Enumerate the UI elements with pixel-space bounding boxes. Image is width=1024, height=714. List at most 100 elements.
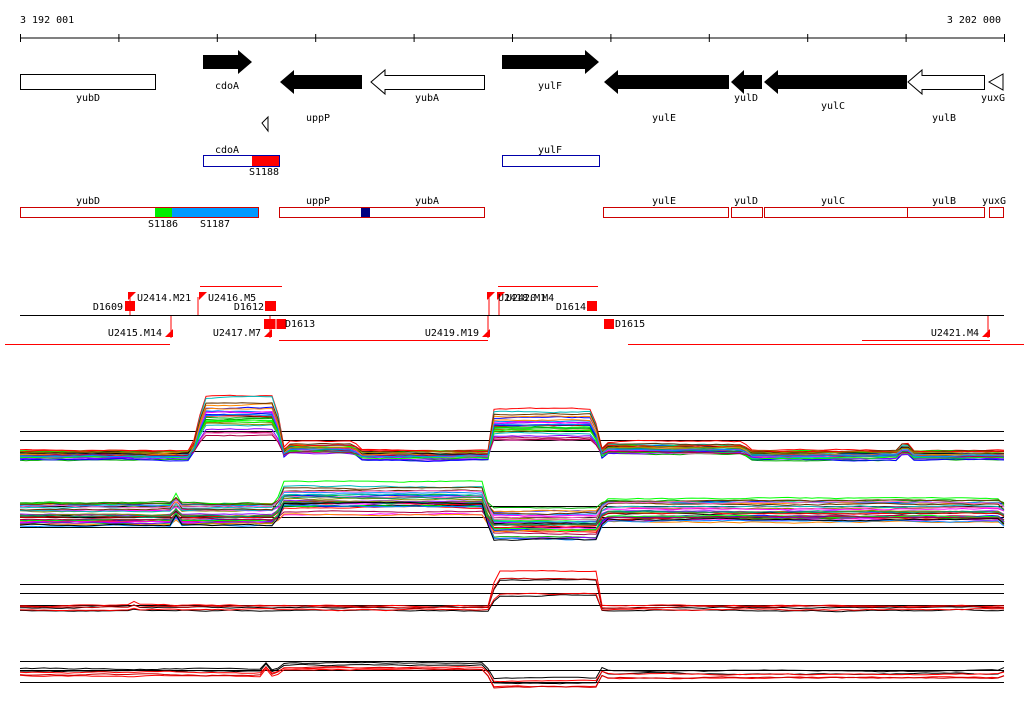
segment-box-yulB[interactable] xyxy=(907,207,985,218)
feature-U2416-M5[interactable] xyxy=(199,292,207,300)
expression-trace xyxy=(19,661,1005,680)
box-label: yulB xyxy=(932,196,956,207)
expression-trace xyxy=(19,501,1005,539)
box-label: yubD xyxy=(76,196,100,207)
segment-box-yulC[interactable] xyxy=(764,207,908,218)
segment-S1187[interactable] xyxy=(172,208,258,217)
segment-box-yubD[interactable] xyxy=(20,207,259,218)
expression-panels xyxy=(19,394,1005,689)
segment-S1188[interactable] xyxy=(252,156,279,166)
ruler-start-label: 3 192 001 xyxy=(20,15,74,26)
gene-yuxG[interactable]: yuxG xyxy=(981,73,1005,104)
gene-label: cdoA xyxy=(215,81,239,92)
upper-segment-track: cdoA S1188 yulF xyxy=(203,145,600,178)
expression-trace xyxy=(20,489,1005,516)
gene-label: yulF xyxy=(538,81,562,92)
segment-box-yulF[interactable] xyxy=(502,155,600,167)
expression-trace xyxy=(19,577,1005,609)
feature-U2415-M14[interactable] xyxy=(165,329,173,337)
feature-label: U2414.M21 xyxy=(137,293,191,304)
feature-U2419-M19[interactable] xyxy=(482,329,490,337)
feature-label: U2415.M14 xyxy=(108,328,162,339)
box-label: cdoA xyxy=(215,145,239,156)
gene-track: yubD cdoA uppP yubA yulF yulE yulD xyxy=(20,50,1005,133)
expression-panel-4 xyxy=(19,661,1005,689)
expression-trace xyxy=(19,504,1005,541)
expression-trace xyxy=(19,489,1005,519)
box-label: yulF xyxy=(538,145,562,156)
feature-label: U2421.M4 xyxy=(931,328,979,339)
expression-trace xyxy=(19,501,1005,529)
segment-marker[interactable] xyxy=(361,208,370,217)
segment-box-uppP-yubA[interactable] xyxy=(279,207,485,218)
gene-label: yulC xyxy=(821,101,845,112)
feature-D1613[interactable] xyxy=(264,319,286,329)
expression-trace xyxy=(19,666,1005,683)
segment-S1186[interactable] xyxy=(155,208,172,217)
gene-yulC[interactable]: yulC xyxy=(764,70,907,112)
gene-yulB[interactable]: yulB xyxy=(907,68,985,124)
feature-U2421-M4[interactable] xyxy=(982,329,990,337)
expression-trace xyxy=(19,501,1005,541)
segment-box-cdoA[interactable] xyxy=(203,155,280,167)
expression-trace xyxy=(20,569,1005,608)
box-label: yulD xyxy=(734,196,758,207)
feature-U2420-M4[interactable] xyxy=(497,292,505,300)
gene-label: yulD xyxy=(734,93,758,104)
gene-yubA[interactable]: yubA xyxy=(370,68,485,104)
expression-panel-3 xyxy=(19,569,1005,613)
box-label: yulC xyxy=(821,196,845,207)
segment-box-yulD[interactable] xyxy=(731,207,763,218)
segment-box-yulE[interactable] xyxy=(603,207,729,218)
gene-label: yulB xyxy=(932,113,956,124)
gene-uppP[interactable]: uppP xyxy=(280,70,362,124)
feature-label: D1613 xyxy=(285,319,315,330)
expression-trace xyxy=(19,422,1005,454)
feature-D1614[interactable] xyxy=(587,301,597,311)
feature-D1609[interactable] xyxy=(125,301,135,311)
expression-trace xyxy=(19,501,1005,517)
expression-trace xyxy=(19,413,1005,458)
ruler-end-label: 3 202 000 xyxy=(947,15,1001,26)
box-label: yulE xyxy=(652,196,676,207)
expression-trace xyxy=(19,592,1005,612)
gene-label: yubA xyxy=(415,93,439,104)
feature-label: U2417.M7 xyxy=(213,328,261,339)
gene-cdoA[interactable]: cdoA xyxy=(203,50,269,133)
segment-label: S1186 xyxy=(148,219,178,230)
gene-label: uppP xyxy=(306,113,330,124)
expression-panel-2 xyxy=(19,480,1005,541)
feature-label: U2418.M1 xyxy=(498,293,546,304)
lower-segment-track: yubD S1186 S1187 uppP yubA yulE yulD yul… xyxy=(20,196,1006,230)
segment-label: S1187 xyxy=(200,219,230,230)
feature-U2418-M1[interactable] xyxy=(487,292,495,300)
feature-label: U2416.M5 xyxy=(208,293,256,304)
box-label: yuxG xyxy=(982,196,1006,207)
feature-D1615[interactable] xyxy=(604,319,614,329)
expression-panel-1 xyxy=(19,394,1005,463)
gene-yubD[interactable]: yubD xyxy=(20,74,156,105)
feature-U2417-M7[interactable] xyxy=(264,329,272,337)
box-label: uppP xyxy=(306,196,330,207)
segment-label: S1188 xyxy=(249,167,279,178)
feature-label: U2420.M4 xyxy=(506,293,554,304)
feature-label: D1612 xyxy=(234,302,264,313)
segment-box-yuxG[interactable] xyxy=(989,207,1004,218)
expression-trace xyxy=(19,501,1005,526)
gene-yulE[interactable]: yulE xyxy=(604,70,729,124)
expression-trace xyxy=(19,419,1005,460)
feature-label: D1615 xyxy=(615,319,645,330)
gene-yulD[interactable]: yulD xyxy=(731,70,762,104)
feature-track: D1609 U2414.M21 U2416.M5 D1612 D1613 U24… xyxy=(5,286,1024,345)
gene-label: yubD xyxy=(76,93,100,104)
coordinate-ruler: 3 192 001 3 202 000 xyxy=(20,15,1005,42)
gene-yulF[interactable]: yulF xyxy=(502,50,599,92)
expression-trace xyxy=(19,493,1005,523)
feature-label: D1614 xyxy=(556,302,586,313)
expression-trace xyxy=(19,412,1005,463)
feature-D1612[interactable] xyxy=(265,301,276,311)
box-label: yubA xyxy=(415,196,439,207)
expression-trace xyxy=(19,667,1005,688)
feature-U2414-M21[interactable] xyxy=(128,292,136,300)
feature-label: U2419.M19 xyxy=(425,328,479,339)
